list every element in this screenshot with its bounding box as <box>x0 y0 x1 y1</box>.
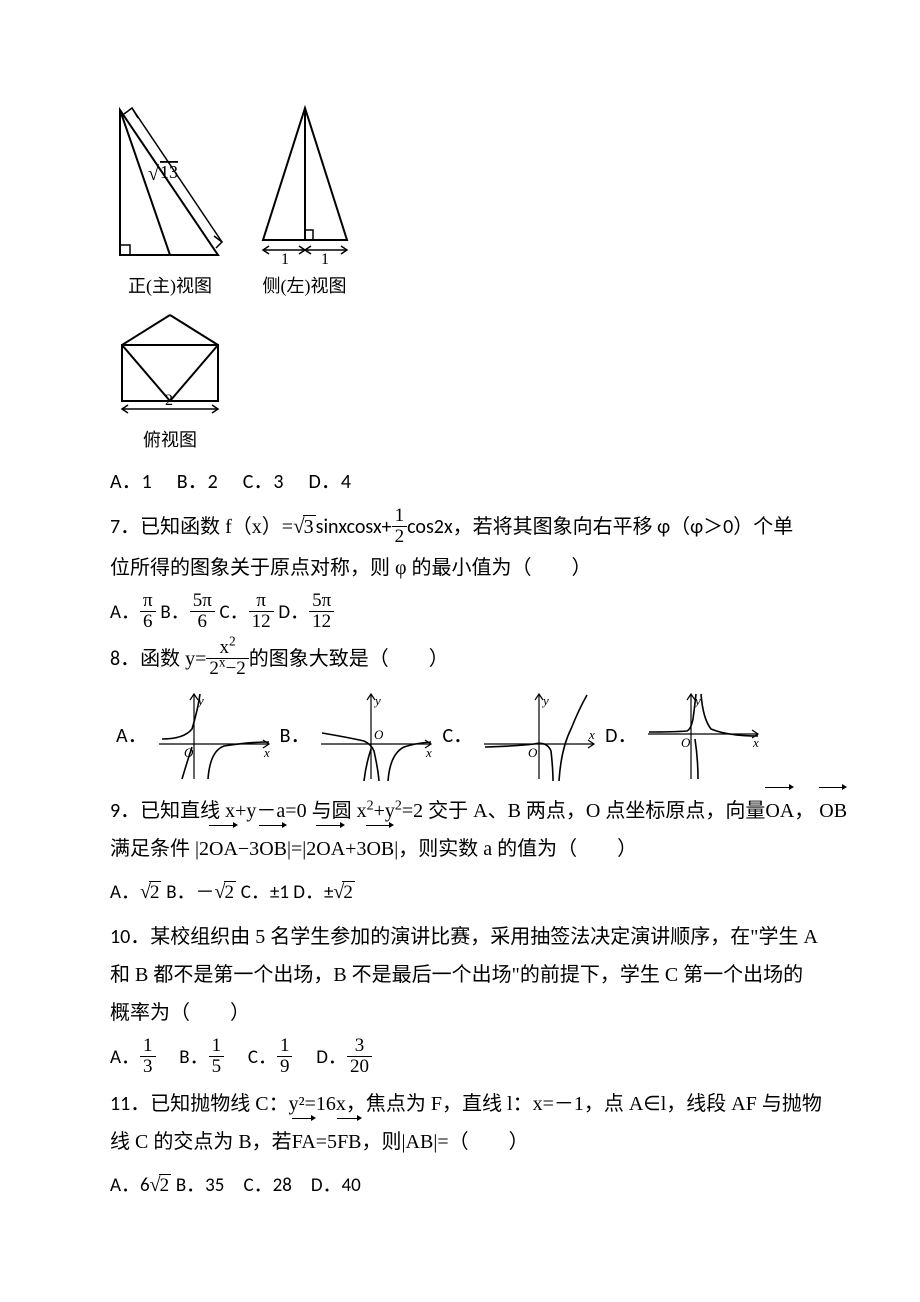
side-caption: 侧(左)视图 <box>255 269 355 303</box>
q7-C: C． <box>220 601 249 624</box>
q7-num: 7． <box>110 515 140 539</box>
q7-mid1: sinxcosx+ <box>316 515 392 539</box>
svg-text:O: O <box>374 727 384 742</box>
q8-post: 的图象大致是（ ） <box>249 648 449 670</box>
q8-C-label: C． <box>442 717 473 755</box>
q11-choices: A．62 B．35 C．28 D．40 <box>110 1167 920 1205</box>
q7-B: B． <box>160 601 189 624</box>
side-view-svg: 1 1 <box>255 100 355 265</box>
svg-text:x: x <box>752 735 759 750</box>
q9-choices: A．2 B．－2 C．±1 D．±2 <box>110 874 920 912</box>
q7-pre: 已知函数 f（x）= <box>140 516 293 538</box>
fig-captions-row2: 俯视图 <box>110 423 920 457</box>
vec-OA: OA <box>765 792 794 830</box>
three-view-figures: √ 13 1 1 <box>110 100 920 265</box>
top-dim: 2 <box>165 392 173 409</box>
sqrt3: 3 <box>293 507 316 547</box>
svg-text:x: x <box>425 745 432 760</box>
svg-text:O: O <box>528 745 538 760</box>
side-dim-right: 1 <box>321 251 329 265</box>
svg-text:x: x <box>588 727 595 742</box>
q7-choices: A．π6 B．5π6 C．π12 D．5π12 <box>110 593 920 634</box>
q9-B: B．－ <box>166 881 214 904</box>
q9-num: 9． <box>110 799 140 823</box>
q10-num: 10． <box>110 925 150 949</box>
q9-A: A． <box>110 881 140 904</box>
sqrt13-label: 13 <box>160 162 178 182</box>
q8-A-label: A． <box>116 717 148 755</box>
q6-A: A．1 <box>110 470 152 494</box>
q8-graph-row: A． O y x B． O y x C． <box>110 689 920 784</box>
q8-graph-D: O y x <box>643 689 763 784</box>
q7-frac: 12 <box>392 506 408 547</box>
q7-mid2: cos2x，若将其图象向右平移 φ（φ＞0）个单 <box>407 515 793 539</box>
q11: 11．已知抛物线 C：y²=16x，焦点为 F，直线 l：x=－1，点 A∈l，… <box>110 1085 920 1161</box>
q10: 10．某校组织由 5 名学生参加的演讲比赛，采用抽签法决定演讲顺序，在"学生 A… <box>110 918 920 1032</box>
vec-OB: OB <box>819 792 847 830</box>
svg-text:O: O <box>681 735 691 750</box>
q8-graph-A: O y x <box>154 689 274 784</box>
q8-num: 8． <box>110 647 140 671</box>
q8-B-label: B． <box>280 717 311 755</box>
front-view-svg: √ 13 <box>110 100 230 265</box>
q7-A: A． <box>110 601 140 624</box>
svg-text:x: x <box>263 745 270 760</box>
front-caption: 正(主)视图 <box>110 269 230 303</box>
q10-choices: A．13 B．15 C．19 D．320 <box>110 1038 920 1079</box>
q7-D: D． <box>278 601 309 624</box>
svg-text:√: √ <box>148 163 159 185</box>
q7-line2: 位所得的图象关于原点对称，则 φ 的最小值为（ ） <box>110 557 592 579</box>
q8: 8．函数 y=x22x−2的图象大致是（ ） <box>110 640 920 681</box>
q11-num: 11． <box>110 1092 150 1116</box>
vec-FA: FA <box>292 1123 316 1161</box>
q6-choices: A．1 B．2 C．3 D．4 <box>110 463 920 501</box>
side-dim-left: 1 <box>281 251 289 265</box>
q9-l1a: 已知直线 x+y－a=0 与圆 x <box>140 800 366 822</box>
q8-graph-C: O y x <box>479 689 599 784</box>
q9: 9．已知直线 x+y－a=0 与圆 x2+y2=2 交于 A、B 两点，O 点坐… <box>110 792 920 868</box>
vec-FB: FB <box>337 1123 361 1161</box>
q8-pre: 函数 y= <box>140 648 206 670</box>
q8-D-label: D． <box>605 717 637 755</box>
q8-frac: x22x−2 <box>206 638 248 679</box>
top-view-figure: 2 <box>110 309 920 419</box>
svg-text:y: y <box>373 693 381 708</box>
q6-C: C．3 <box>243 470 284 494</box>
fig-captions-row1: 正(主)视图 侧(左)视图 <box>110 269 920 303</box>
q6-B: B．2 <box>177 470 218 494</box>
q7: 7．已知函数 f（x）=3sinxcosx+12cos2x，若将其图象向右平移 … <box>110 507 920 587</box>
top-caption: 俯视图 <box>110 423 230 457</box>
q9-CD: C．±1 D．± <box>241 881 334 904</box>
svg-text:y: y <box>541 693 549 708</box>
q6-D: D．4 <box>309 470 351 494</box>
q8-graph-B: O y x <box>316 689 436 784</box>
top-view-svg: 2 <box>110 309 230 419</box>
